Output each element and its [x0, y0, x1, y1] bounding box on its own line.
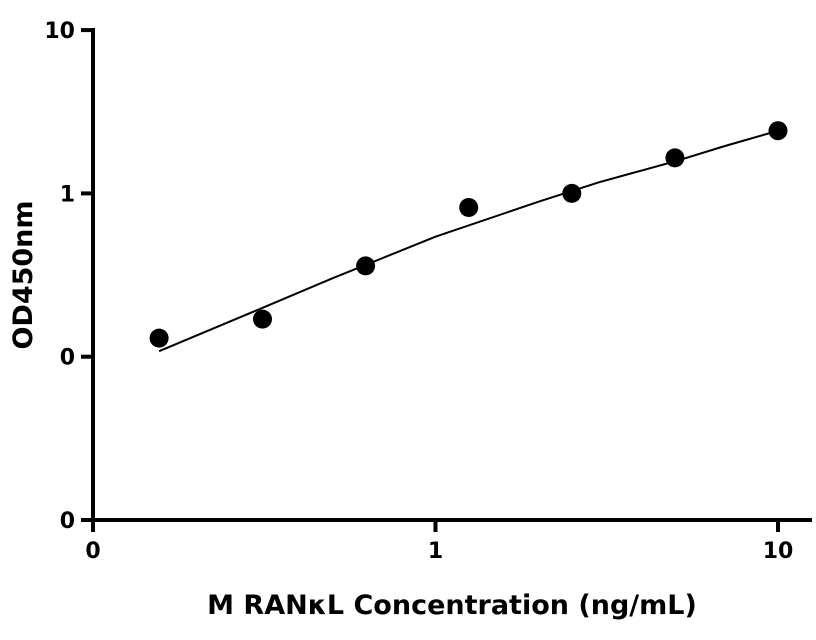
- fit-curve: [158, 129, 779, 353]
- y-tick-label-3: 10: [44, 19, 75, 44]
- axes: [81, 28, 812, 532]
- x-axis-title: M RANκL Concentration (ng/mL): [207, 590, 697, 621]
- x-tick-label-2: 10: [763, 539, 794, 564]
- data-point-1: [253, 309, 272, 329]
- y-axis-title: OD450nm: [8, 200, 39, 349]
- y-tick-label-2: 1: [60, 182, 75, 207]
- x-tick-label-1: 1: [428, 539, 443, 564]
- fit-curve-layer: [158, 129, 779, 353]
- data-point-3: [459, 198, 479, 217]
- data-point-6: [768, 121, 788, 141]
- data-point-0: [149, 328, 169, 348]
- y-tick-label-0: 0: [60, 509, 75, 534]
- x-tick-label-0: 0: [85, 539, 100, 564]
- data-point-5: [665, 148, 685, 168]
- data-point-2: [356, 256, 376, 276]
- data-points: [149, 121, 788, 348]
- data-point-4: [562, 183, 582, 203]
- y-tick-label-1: 0: [60, 346, 75, 371]
